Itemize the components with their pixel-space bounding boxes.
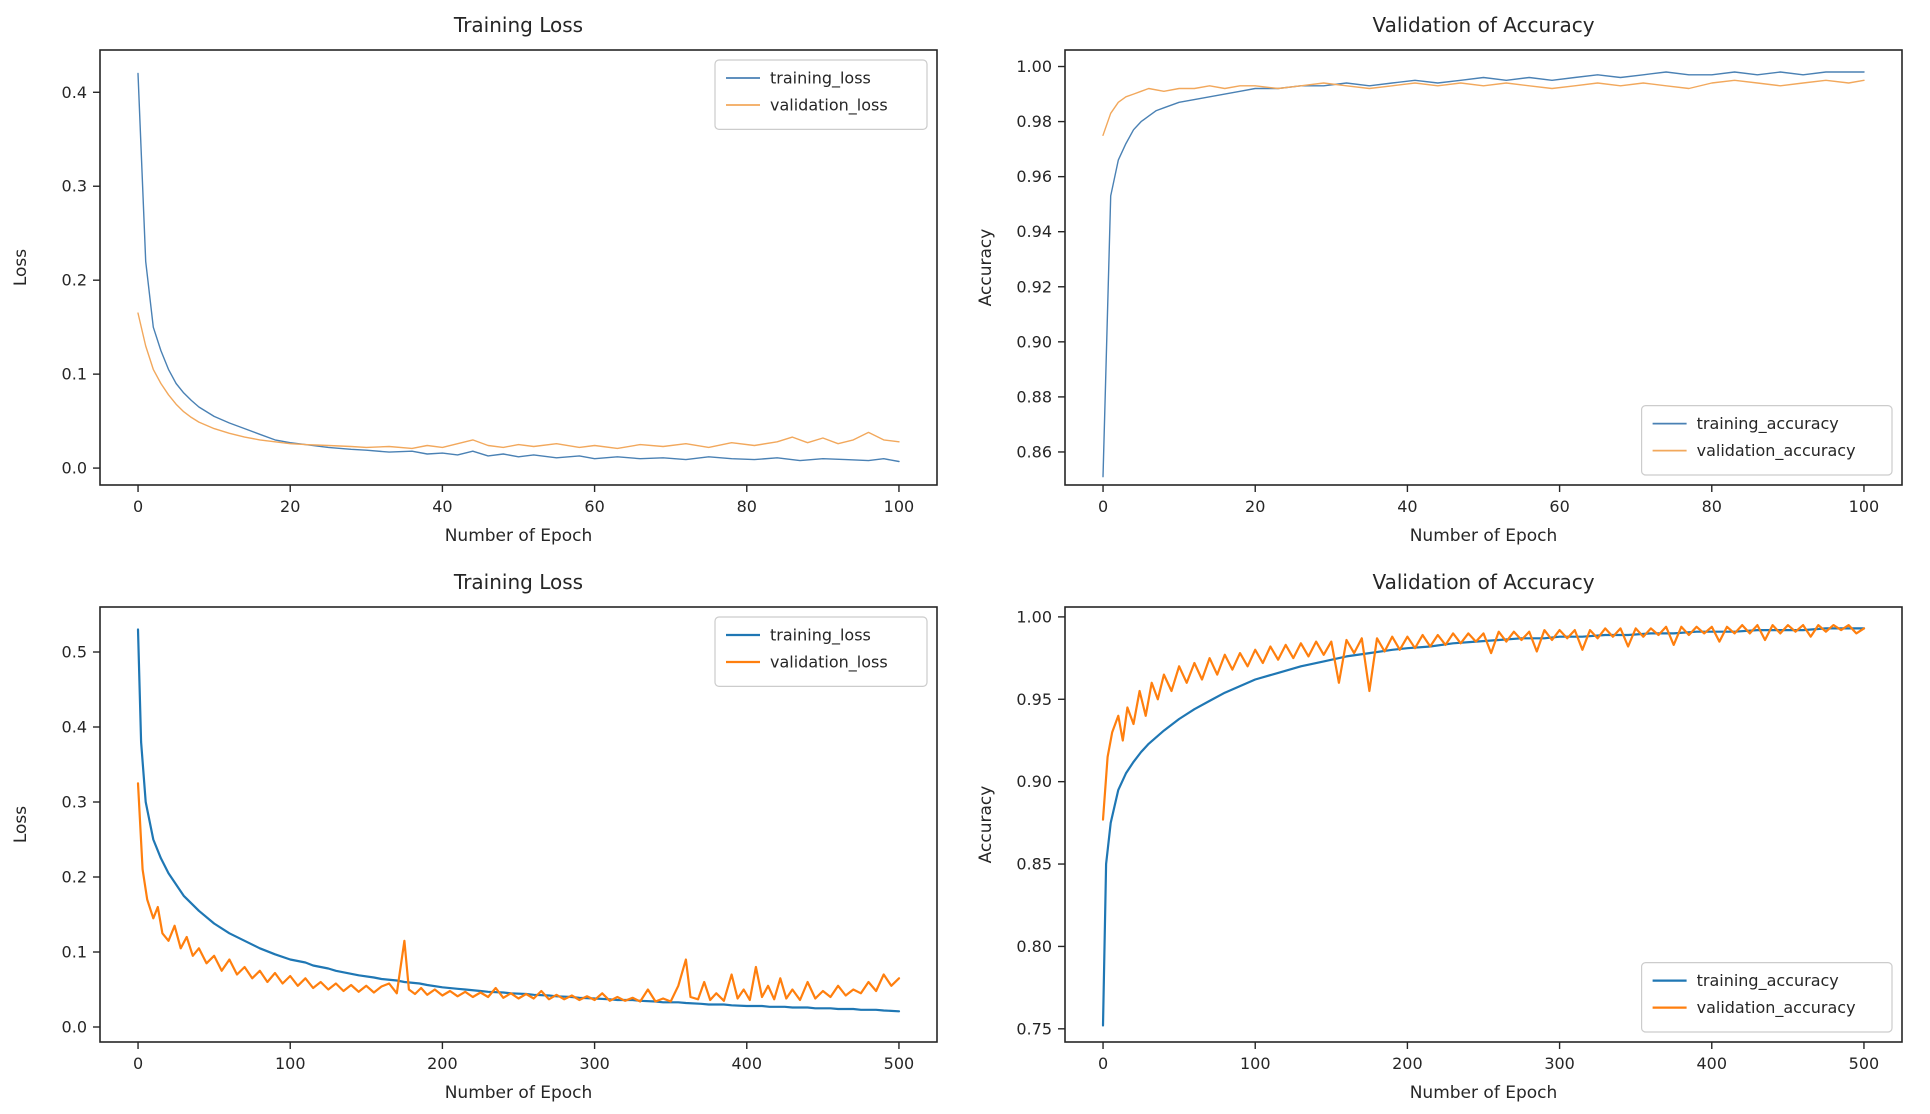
svg-text:Number of Epoch: Number of Epoch xyxy=(1410,1083,1558,1103)
svg-text:20: 20 xyxy=(280,497,300,516)
svg-text:0: 0 xyxy=(1098,1054,1108,1073)
svg-text:400: 400 xyxy=(731,1054,762,1073)
svg-text:80: 80 xyxy=(1702,497,1722,516)
svg-text:Loss: Loss xyxy=(11,249,31,286)
svg-text:0.2: 0.2 xyxy=(62,271,87,290)
training-loss-100-plot: 0 20 40 60 80 100 0.0 0.1 0.2 0.3 0.4 Training Loss… xyxy=(11,13,938,546)
svg-text:0.86: 0.86 xyxy=(1016,442,1052,461)
svg-text:1.00: 1.00 xyxy=(1016,57,1052,76)
svg-text:Number of Epoch: Number of Epoch xyxy=(445,1083,593,1103)
svg-text:0: 0 xyxy=(133,1054,143,1073)
svg-text:0.2: 0.2 xyxy=(62,868,87,887)
svg-text:0.3: 0.3 xyxy=(62,177,87,196)
svg-text:0.96: 0.96 xyxy=(1016,167,1052,186)
svg-text:200: 200 xyxy=(1392,1054,1423,1073)
svg-text:500: 500 xyxy=(884,1054,915,1073)
svg-text:300: 300 xyxy=(1544,1054,1575,1073)
svg-text:0.95: 0.95 xyxy=(1016,690,1052,709)
svg-text:1.00: 1.00 xyxy=(1016,607,1052,626)
svg-text:Validation of Accuracy: Validation of Accuracy xyxy=(1372,570,1594,594)
svg-text:100: 100 xyxy=(275,1054,306,1073)
svg-text:training_loss: training_loss xyxy=(770,69,871,89)
svg-text:0.0: 0.0 xyxy=(62,459,87,478)
svg-text:60: 60 xyxy=(584,497,604,516)
svg-text:20: 20 xyxy=(1245,497,1265,516)
svg-text:Validation of Accuracy: Validation of Accuracy xyxy=(1372,13,1594,37)
svg-text:0.90: 0.90 xyxy=(1016,772,1052,791)
svg-text:Training Loss: Training Loss xyxy=(453,570,583,594)
svg-text:training_accuracy: training_accuracy xyxy=(1697,971,1839,991)
chart-validation-accuracy-500-epochs: 0 100 200 300 400 500 0.75 0.80 0.85 0.90 0.95 1.00… xyxy=(965,557,1930,1114)
svg-text:training_loss: training_loss xyxy=(770,626,871,646)
svg-text:0.4: 0.4 xyxy=(62,718,87,737)
svg-text:validation_loss: validation_loss xyxy=(770,96,888,116)
svg-text:300: 300 xyxy=(579,1054,610,1073)
training-loss-500-plot: 0 100 200 300 400 500 0.0 0.1 0.2 0.3 0.4 0.5 Traini… xyxy=(11,570,938,1103)
svg-text:0.98: 0.98 xyxy=(1016,112,1052,131)
svg-text:40: 40 xyxy=(432,497,452,516)
svg-text:0: 0 xyxy=(133,497,143,516)
svg-text:0.75: 0.75 xyxy=(1016,1019,1052,1038)
svg-text:100: 100 xyxy=(1240,1054,1271,1073)
svg-text:0.85: 0.85 xyxy=(1016,855,1052,874)
validation-accuracy-500-plot: 0 100 200 300 400 500 0.75 0.80 0.85 0.90 0.95 1.00… xyxy=(976,570,1903,1103)
svg-text:0.92: 0.92 xyxy=(1016,277,1052,296)
svg-text:Accuracy: Accuracy xyxy=(976,229,996,307)
svg-text:validation_accuracy: validation_accuracy xyxy=(1697,441,1856,461)
svg-text:0.3: 0.3 xyxy=(62,793,87,812)
svg-text:0.1: 0.1 xyxy=(62,365,87,384)
chart-training-loss-100-epochs: 0 20 40 60 80 100 0.0 0.1 0.2 0.3 0.4 Training Loss… xyxy=(0,0,965,557)
svg-text:0.80: 0.80 xyxy=(1016,937,1052,956)
svg-text:0.88: 0.88 xyxy=(1016,387,1052,406)
chart-validation-accuracy-100-epochs: 0 20 40 60 80 100 0.86 0.88 0.90 0.92 0.94 0.96 0.98… xyxy=(965,0,1930,557)
svg-text:100: 100 xyxy=(1849,497,1880,516)
svg-text:0.0: 0.0 xyxy=(62,1018,87,1037)
svg-text:0.1: 0.1 xyxy=(62,943,87,962)
validation-accuracy-100-plot: 0 20 40 60 80 100 0.86 0.88 0.90 0.92 0.94 0.96 0.98… xyxy=(976,13,1903,546)
svg-text:Accuracy: Accuracy xyxy=(976,786,996,864)
svg-text:Number of Epoch: Number of Epoch xyxy=(445,526,593,546)
svg-text:Training Loss: Training Loss xyxy=(453,13,583,37)
svg-text:training_accuracy: training_accuracy xyxy=(1697,414,1839,434)
svg-text:0: 0 xyxy=(1098,497,1108,516)
svg-text:0.94: 0.94 xyxy=(1016,222,1052,241)
svg-text:500: 500 xyxy=(1849,1054,1880,1073)
svg-text:100: 100 xyxy=(884,497,915,516)
svg-text:200: 200 xyxy=(427,1054,458,1073)
svg-text:400: 400 xyxy=(1696,1054,1727,1073)
svg-text:validation_loss: validation_loss xyxy=(770,653,888,673)
svg-text:40: 40 xyxy=(1397,497,1417,516)
svg-text:Loss: Loss xyxy=(11,806,31,843)
svg-text:0.90: 0.90 xyxy=(1016,332,1052,351)
svg-text:0.4: 0.4 xyxy=(62,83,87,102)
chart-training-loss-500-epochs: 0 100 200 300 400 500 0.0 0.1 0.2 0.3 0.4 0.5 Traini… xyxy=(0,557,965,1114)
svg-text:60: 60 xyxy=(1549,497,1569,516)
svg-text:80: 80 xyxy=(737,497,757,516)
svg-text:validation_accuracy: validation_accuracy xyxy=(1697,998,1856,1018)
svg-text:0.5: 0.5 xyxy=(62,643,87,662)
svg-text:Number of Epoch: Number of Epoch xyxy=(1410,526,1558,546)
